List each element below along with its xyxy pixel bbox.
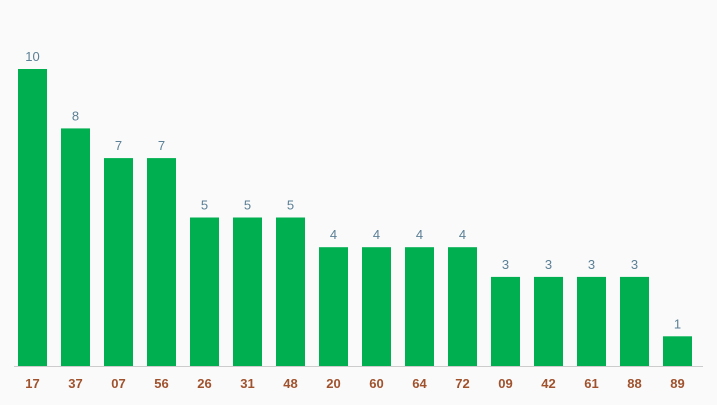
value-labels-group: 10 8 7 7 5 5 5 4 4 4 4 3 3 3 3 1	[25, 49, 681, 331]
x-tick-label-17: 17	[25, 376, 39, 391]
bar-64	[405, 247, 434, 366]
value-label-89: 1	[674, 316, 681, 331]
value-label-09: 3	[502, 257, 509, 272]
value-label-64: 4	[416, 227, 423, 242]
value-label-37: 8	[72, 108, 79, 123]
bar-56	[147, 158, 176, 366]
x-tick-label-31: 31	[240, 376, 254, 391]
bar-48	[276, 217, 305, 366]
x-tick-labels-group: 17 37 07 56 26 31 48 20 60 64 72 09 42 61 88 89	[25, 376, 684, 391]
value-label-26: 5	[201, 198, 208, 213]
x-tick-label-48: 48	[283, 376, 297, 391]
x-tick-label-37: 37	[68, 376, 82, 391]
x-tick-label-88: 88	[627, 376, 641, 391]
x-tick-label-20: 20	[326, 376, 340, 391]
bar-89	[663, 336, 692, 366]
x-tick-label-60: 60	[369, 376, 383, 391]
bar-61	[577, 276, 606, 366]
value-label-20: 4	[330, 227, 337, 242]
x-tick-label-89: 89	[670, 376, 684, 391]
bar-60	[362, 247, 391, 366]
x-tick-label-07: 07	[111, 376, 125, 391]
value-label-48: 5	[287, 198, 294, 213]
value-label-42: 3	[545, 257, 552, 272]
value-label-60: 4	[373, 227, 380, 242]
bar-20	[319, 247, 348, 366]
x-tick-label-09: 09	[498, 376, 512, 391]
bar-42	[534, 276, 563, 366]
value-label-07: 7	[115, 138, 122, 153]
bar-17	[18, 69, 47, 366]
x-tick-label-72: 72	[455, 376, 469, 391]
value-label-72: 4	[459, 227, 466, 242]
bar-26	[190, 217, 219, 366]
x-tick-label-26: 26	[197, 376, 211, 391]
x-tick-label-56: 56	[154, 376, 168, 391]
bar-07	[104, 158, 133, 366]
bar-72	[448, 247, 477, 366]
x-tick-label-42: 42	[541, 376, 555, 391]
value-label-88: 3	[631, 257, 638, 272]
value-label-17: 10	[25, 49, 39, 64]
bar-09	[491, 276, 520, 366]
bar-37	[61, 128, 90, 366]
x-tick-label-61: 61	[584, 376, 598, 391]
value-label-56: 7	[158, 138, 165, 153]
bar-31	[233, 217, 262, 366]
bar-88	[620, 276, 649, 366]
value-label-31: 5	[244, 198, 251, 213]
x-tick-label-64: 64	[412, 376, 427, 391]
bars-group	[18, 69, 692, 366]
value-label-61: 3	[588, 257, 595, 272]
